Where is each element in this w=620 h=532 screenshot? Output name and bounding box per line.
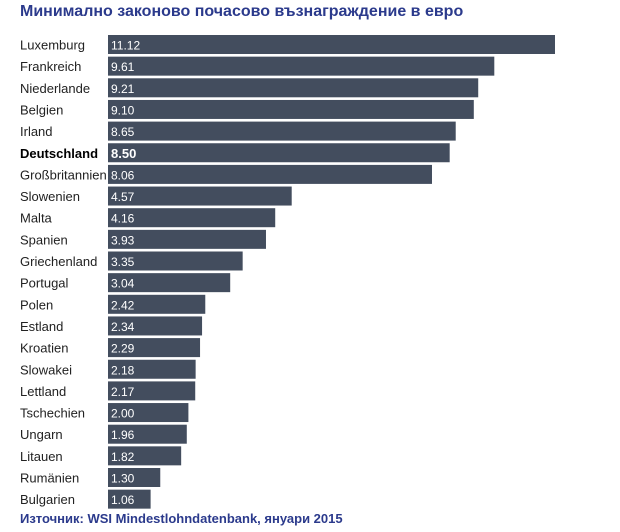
- bar: [108, 273, 231, 293]
- bar: [108, 294, 206, 314]
- chart-source: Източник: WSI Mindestlohndatenbank, януа…: [20, 511, 343, 526]
- value-label: 1.82: [111, 450, 135, 464]
- bar: [108, 446, 182, 466]
- bar: [108, 121, 456, 141]
- category-label: Griechenland: [20, 254, 97, 269]
- value-label: 1.96: [111, 428, 135, 442]
- category-label: Luxemburg: [20, 38, 85, 53]
- bar: [108, 468, 161, 487]
- bar: [108, 35, 555, 54]
- value-label: 4.16: [111, 212, 135, 226]
- category-label: Belgien: [20, 102, 63, 117]
- category-label: Frankreich: [20, 59, 81, 74]
- value-label: 2.00: [111, 407, 135, 421]
- bar: [108, 164, 432, 184]
- category-label: Deutschland: [20, 146, 98, 161]
- category-label: Rumänien: [20, 471, 79, 486]
- value-label: 8.06: [111, 168, 135, 182]
- value-label: 3.35: [111, 255, 135, 269]
- value-label: 2.18: [111, 363, 135, 377]
- category-label: Spanien: [20, 232, 68, 247]
- category-label: Portugal: [20, 276, 69, 291]
- bar: [108, 359, 196, 379]
- value-label: 3.04: [111, 277, 135, 291]
- category-label: Kroatien: [20, 341, 68, 356]
- bar: [108, 381, 196, 401]
- category-label: Großbritannien: [20, 167, 107, 182]
- value-label: 9.10: [111, 103, 135, 117]
- category-label: Niederlande: [20, 81, 90, 96]
- category-label: Litauen: [20, 449, 63, 464]
- category-label: Lettland: [20, 384, 66, 399]
- value-label: 2.34: [111, 320, 135, 334]
- category-label: Polen: [20, 297, 53, 312]
- bar: [108, 251, 243, 271]
- bar: [108, 489, 151, 509]
- bar: [108, 338, 201, 358]
- category-label: Slowakei: [20, 362, 72, 377]
- value-label: 2.42: [111, 298, 135, 312]
- value-label: 4.57: [111, 190, 135, 204]
- bar: [108, 316, 203, 336]
- value-label: 9.21: [111, 82, 135, 96]
- bar: [108, 78, 479, 98]
- category-label: Estland: [20, 319, 63, 334]
- value-label: 1.30: [111, 472, 135, 486]
- chart-title: Минимално законово почасово възнагражден…: [20, 3, 464, 20]
- category-label: Ungarn: [20, 427, 63, 442]
- bar: [108, 56, 495, 76]
- value-label: 1.06: [111, 493, 135, 507]
- bar: [108, 143, 450, 163]
- category-label: Bulgarien: [20, 492, 75, 507]
- bar: [108, 99, 474, 119]
- value-label: 2.29: [111, 342, 135, 356]
- category-label: Slowenien: [20, 189, 80, 204]
- category-label: Tschechien: [20, 406, 85, 421]
- value-label: 8.50: [111, 146, 136, 161]
- bar: [108, 186, 292, 206]
- value-label: 3.93: [111, 233, 135, 247]
- bar: [108, 229, 266, 249]
- bar: [108, 208, 276, 228]
- category-label: Malta: [20, 211, 53, 226]
- category-label: Irland: [20, 124, 53, 139]
- bar: [108, 424, 187, 444]
- value-label: 11.12: [111, 39, 140, 53]
- bar: [108, 403, 189, 423]
- value-label: 8.65: [111, 125, 135, 139]
- value-label: 2.17: [111, 385, 135, 399]
- value-label: 9.61: [111, 60, 135, 74]
